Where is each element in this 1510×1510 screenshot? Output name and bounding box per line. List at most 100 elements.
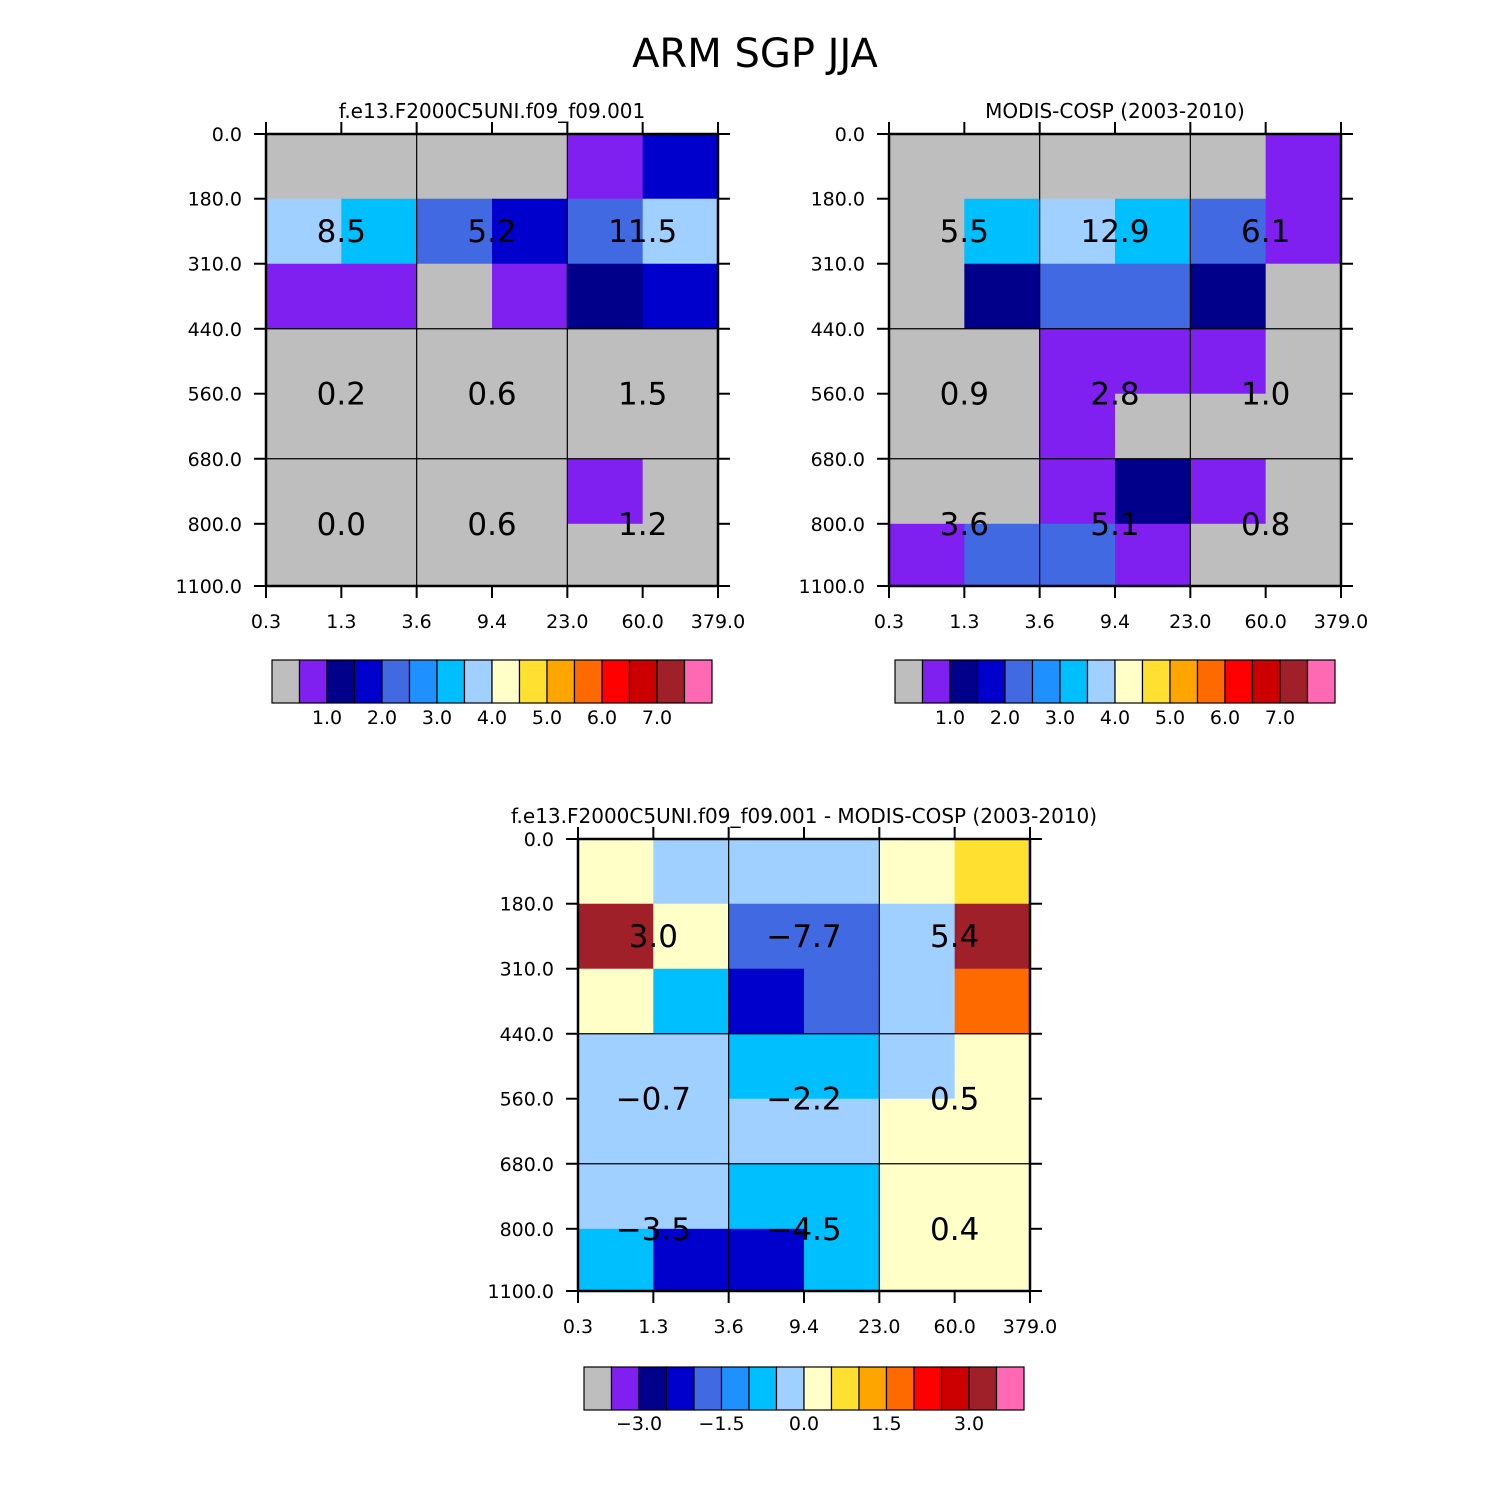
heatmap-cell [1115,458,1191,525]
heatmap-cell [653,1098,730,1165]
y-tick-label: 800.0 [500,1219,554,1241]
heatmap-cell [492,198,568,265]
heatmap-cell [341,458,418,525]
heatmap-cell [578,1228,654,1292]
heatmap-cell [1190,458,1267,525]
y-tick-label: 0.0 [212,124,242,146]
heatmap-cell [416,134,493,200]
heatmap-cell [954,839,1031,905]
heatmap-cell [954,1098,1031,1165]
heatmap-cell [1115,134,1191,200]
x-tick-label: 3.6 [402,611,432,633]
heatmap-cell [964,263,1041,330]
heatmap-cell [416,393,493,460]
colorbar-swatch [940,1366,970,1411]
y-tick-label: 440.0 [500,1024,554,1046]
heatmap-cell [1265,134,1342,200]
colorbar-swatch [1251,659,1281,704]
colorbar-label: 5.0 [1155,707,1185,729]
heatmap-cell [1115,523,1191,587]
colorbar-label: 5.0 [532,707,562,729]
colorbar-swatch [656,659,686,704]
heatmap-cell [1039,263,1116,330]
colorbar-label: 1.0 [935,707,965,729]
colorbar-swatch [1306,659,1336,704]
heatmap-cell [964,198,1041,265]
y-tick-label: 180.0 [188,189,242,211]
heatmap-cell [964,134,1041,200]
heatmap-cell [1039,523,1116,587]
y-tick-label: 310.0 [811,254,865,276]
colorbar-swatch [1086,659,1116,704]
heatmap-cell [1190,198,1267,265]
heatmap-cell [1265,458,1342,525]
colorbar-swatch [1196,659,1226,704]
heatmap-cell [492,263,568,330]
heatmap-cell [341,393,418,460]
x-tick-label: 3.6 [714,1316,744,1338]
x-tick-label: 23.0 [1169,611,1211,633]
cell-value-label: 0.0 [317,507,366,543]
heatmap-cell [416,263,493,330]
heatmap-cell [653,968,730,1035]
heatmap-cell [879,1228,956,1292]
heatmap-cell [653,1033,730,1100]
cell-value-label: 5.4 [930,919,979,955]
colorbar-label: 7.0 [642,707,672,729]
heatmap-cell [642,458,719,525]
colorbar-swatch [638,1366,668,1411]
heatmap-cell [341,263,418,330]
heatmap-cell [879,1033,956,1100]
heatmap-cell [954,903,1031,970]
heatmap-cell [341,523,418,587]
heatmap-cell [879,968,956,1035]
heatmap-cell [889,523,965,587]
x-tick-label: 1.3 [638,1316,668,1338]
panel-1: 0.3 1.3 3.6 9.4 23.0 60.0 379.0 0.0 180.0 310.0 44… [176,99,746,729]
heatmap-cell [728,1163,805,1230]
colorbar-swatch [298,659,328,704]
heatmap-cell [954,968,1031,1035]
heatmap-cell [416,523,493,587]
heatmap-cell [266,328,342,395]
heatmap-cell [567,134,644,200]
colorbar-label: 4.0 [477,707,507,729]
heatmap-cell [1190,523,1267,587]
colorbar-swatch [1059,659,1089,704]
figure-title: ARM SGP JJA [632,31,878,77]
colorbar-swatch [976,659,1006,704]
x-tick-label: 9.4 [789,1316,819,1338]
heatmap-cell [964,523,1041,587]
heatmap-cell [954,1033,1031,1100]
y-tick-label: 560.0 [811,384,865,406]
colorbar-swatch [436,659,466,704]
heatmap-cell [804,903,880,970]
colorbar-label: 6.0 [1210,707,1240,729]
cell-value-label: −7.7 [766,919,841,955]
heatmap-cell [341,328,418,395]
y-tick-label: 800.0 [188,514,242,536]
heatmap-cell [1190,134,1267,200]
heatmap-cell [578,1098,654,1165]
heatmap-cell [804,968,880,1035]
colorbar-swatch [1031,659,1061,704]
colorbar-swatch [1004,659,1034,704]
colorbar-label: 6.0 [587,707,617,729]
heatmap-cell [578,1033,654,1100]
colorbar-label: 3.0 [954,1413,984,1435]
cell-value-label: 5.1 [1090,507,1139,543]
colorbar-swatch [949,659,979,704]
heatmap-cell [642,134,719,200]
colorbar-swatch [775,1366,805,1411]
heatmap-cell [578,903,654,970]
colorbar-label: 0.0 [789,1413,819,1435]
heatmap-cell [1190,393,1267,460]
heatmap-cell [728,903,805,970]
heatmap-cell [642,523,719,587]
cell-value-label: 0.5 [930,1082,979,1118]
heatmap-cell [1265,198,1342,265]
colorbar-swatch [271,659,301,704]
heatmap-cell [728,968,805,1035]
heatmap-cell [492,523,568,587]
colorbar-label: 2.0 [990,707,1020,729]
